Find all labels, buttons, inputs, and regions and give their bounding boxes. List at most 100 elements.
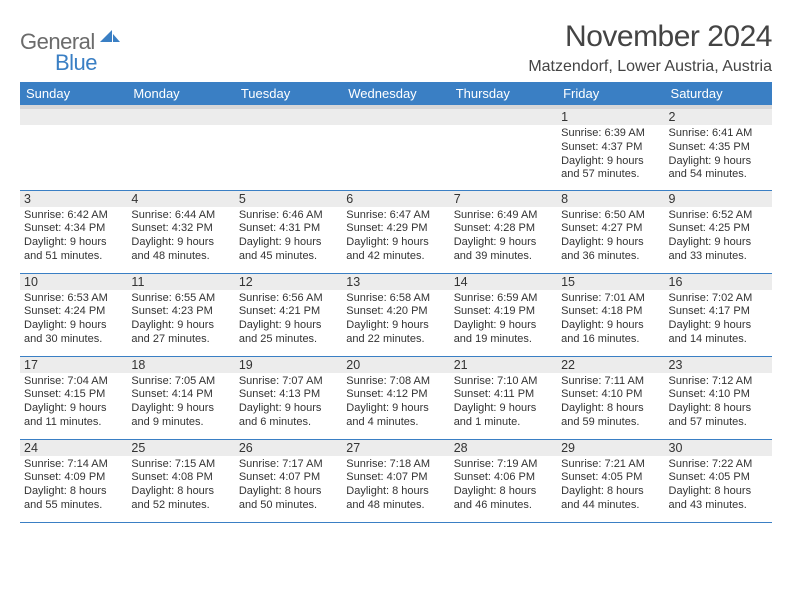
daylight-text: Daylight: 9 hours and 19 minutes. <box>454 319 553 347</box>
sunset-text: Sunset: 4:05 PM <box>561 471 660 485</box>
day-info: Sunrise: 7:05 AMSunset: 4:14 PMDaylight:… <box>131 375 230 430</box>
calendar-day-cell: 29Sunrise: 7:21 AMSunset: 4:05 PMDayligh… <box>557 439 664 522</box>
daylight-text: Daylight: 9 hours and 36 minutes. <box>561 236 660 264</box>
day-info: Sunrise: 7:11 AMSunset: 4:10 PMDaylight:… <box>561 375 660 430</box>
sunset-text: Sunset: 4:31 PM <box>239 222 338 236</box>
day-number: 17 <box>20 357 127 373</box>
daylight-text: Daylight: 9 hours and 11 minutes. <box>24 402 123 430</box>
calendar-day-cell: 18 Sunrise: 7:05 AMSunset: 4:14 PMDayligh… <box>127 356 234 439</box>
sunset-text: Sunset: 4:09 PM <box>24 471 123 485</box>
daylight-text: Daylight: 9 hours and 45 minutes. <box>239 236 338 264</box>
day-number: 24 <box>20 440 127 456</box>
day-info: Sunrise: 7:08 AMSunset: 4:12 PMDaylight:… <box>346 375 445 430</box>
daylight-text: Daylight: 9 hours and 51 minutes. <box>24 236 123 264</box>
day-number: 16 <box>665 274 772 290</box>
location: Matzendorf, Lower Austria, Austria <box>528 58 772 76</box>
daylight-text: Daylight: 9 hours and 57 minutes. <box>561 155 660 183</box>
calendar-day-cell: 30 Sunrise: 7:22 AMSunset: 4:05 PMDayligh… <box>665 439 772 522</box>
calendar-day-cell <box>342 107 449 190</box>
calendar-day-cell: 23Sunrise: 7:12 AMSunset: 4:10 PMDayligh… <box>665 356 772 439</box>
sunrise-text: Sunrise: 6:50 AM <box>561 209 660 223</box>
weekday-header: Sunday <box>20 82 127 107</box>
day-info: Sunrise: 7:18 AMSunset: 4:07 PMDaylight:… <box>346 458 445 513</box>
sunset-text: Sunset: 4:18 PM <box>561 305 660 319</box>
calendar-day-cell: 1Sunrise: 6:39 AMSunset: 4:37 PMDaylight… <box>557 107 664 190</box>
day-number-empty <box>20 109 127 125</box>
daylight-text: Daylight: 9 hours and 6 minutes. <box>239 402 338 430</box>
sunset-text: Sunset: 4:05 PM <box>669 471 768 485</box>
daylight-text: Daylight: 9 hours and 54 minutes. <box>669 155 768 183</box>
day-number: 19 <box>235 357 342 373</box>
calendar-day-cell <box>235 107 342 190</box>
day-info: Sunrise: 6:53 AMSunset: 4:24 PMDaylight:… <box>24 292 123 347</box>
day-info: Sunrise: 7:19 AMSunset: 4:06 PMDaylight:… <box>454 458 553 513</box>
day-number: 26 <box>235 440 342 456</box>
day-number: 8 <box>557 191 664 207</box>
calendar-week-row: 24 Sunrise: 7:14 AMSunset: 4:09 PM Dayligh… <box>20 439 772 522</box>
day-info: Sunrise: 7:15 AMSunset: 4:08 PMDaylight:… <box>131 458 230 513</box>
sunset-text: Sunset: 4:15 PM <box>24 388 123 402</box>
calendar-day-cell: 13Sunrise: 6:58 AMSunset: 4:20 PMDayligh… <box>342 273 449 356</box>
day-info: Sunrise: 7:02 AMSunset: 4:17 PMDaylight:… <box>669 292 768 347</box>
calendar-day-cell: 3Sunrise: 6:42 AMSunset: 4:34 PMDaylight… <box>20 190 127 273</box>
day-number: 10 <box>20 274 127 290</box>
calendar-day-cell: 2 Sunrise: 6:41 AMSunset: 4:35 PMDaylight… <box>665 107 772 190</box>
calendar-day-cell: 11Sunrise: 6:55 AMSunset: 4:23 PMDayligh… <box>127 273 234 356</box>
day-number: 30 <box>665 440 772 456</box>
daylight-text: Daylight: 9 hours and 22 minutes. <box>346 319 445 347</box>
daylight-text: Daylight: 9 hours and 48 minutes. <box>131 236 230 264</box>
logo-text-blue: Blue <box>55 50 97 76</box>
sunset-text: Sunset: 4:20 PM <box>346 305 445 319</box>
day-number: 18 <box>127 357 234 373</box>
daylight-text: Daylight: 9 hours and 4 minutes. <box>346 402 445 430</box>
day-number-empty <box>342 109 449 125</box>
sunset-text: Sunset: 4:10 PM <box>561 388 660 402</box>
sunrise-text: Sunrise: 7:10 AM <box>454 375 553 389</box>
calendar-day-cell: 8Sunrise: 6:50 AMSunset: 4:27 PMDaylight… <box>557 190 664 273</box>
sunrise-text: Sunrise: 7:14 AM <box>24 458 123 472</box>
sunrise-text: Sunrise: 6:52 AM <box>669 209 768 223</box>
day-info: Sunrise: 6:52 AMSunset: 4:25 PMDaylight:… <box>669 209 768 264</box>
daylight-text: Daylight: 9 hours and 42 minutes. <box>346 236 445 264</box>
day-number: 14 <box>450 274 557 290</box>
day-number: 4 <box>127 191 234 207</box>
day-info: Sunrise: 6:56 AMSunset: 4:21 PMDaylight:… <box>239 292 338 347</box>
sunrise-text: Sunrise: 7:22 AM <box>669 458 768 472</box>
sunrise-text: Sunrise: 7:11 AM <box>561 375 660 389</box>
sunset-text: Sunset: 4:34 PM <box>24 222 123 236</box>
day-number: 7 <box>450 191 557 207</box>
sunrise-text: Sunrise: 6:47 AM <box>346 209 445 223</box>
day-info: Sunrise: 7:07 AMSunset: 4:13 PMDaylight:… <box>239 375 338 430</box>
sunset-text: Sunset: 4:28 PM <box>454 222 553 236</box>
day-info: Sunrise: 6:42 AMSunset: 4:34 PMDaylight:… <box>24 209 123 264</box>
calendar-day-cell: 19 Sunrise: 7:07 AMSunset: 4:13 PMDayligh… <box>235 356 342 439</box>
logo-sail-icon <box>98 28 120 55</box>
daylight-text: Daylight: 9 hours and 1 minute. <box>454 402 553 430</box>
day-info: Sunrise: 6:39 AMSunset: 4:37 PMDaylight:… <box>561 127 660 182</box>
calendar-day-cell: 7Sunrise: 6:49 AMSunset: 4:28 PMDaylight… <box>450 190 557 273</box>
calendar-day-cell <box>450 107 557 190</box>
sunset-text: Sunset: 4:17 PM <box>669 305 768 319</box>
daylight-text: Daylight: 8 hours and 59 minutes. <box>561 402 660 430</box>
day-info: Sunrise: 6:44 AMSunset: 4:32 PMDaylight:… <box>131 209 230 264</box>
daylight-text: Daylight: 8 hours and 48 minutes. <box>346 485 445 513</box>
day-number: 27 <box>342 440 449 456</box>
sunrise-text: Sunrise: 6:42 AM <box>24 209 123 223</box>
weekday-header: Monday <box>127 82 234 107</box>
calendar-day-cell: 24Sunrise: 7:14 AMSunset: 4:09 PMDayligh… <box>20 439 127 522</box>
calendar-day-cell: 15Sunrise: 7:01 AMSunset: 4:18 PMDayligh… <box>557 273 664 356</box>
sunrise-text: Sunrise: 7:01 AM <box>561 292 660 306</box>
sunrise-text: Sunrise: 7:21 AM <box>561 458 660 472</box>
day-info: Sunrise: 6:41 AMSunset: 4:35 PMDaylight:… <box>669 127 768 182</box>
day-number: 21 <box>450 357 557 373</box>
daylight-text: Daylight: 8 hours and 46 minutes. <box>454 485 553 513</box>
calendar-day-cell <box>127 107 234 190</box>
day-info: Sunrise: 7:12 AMSunset: 4:10 PMDaylight:… <box>669 375 768 430</box>
daylight-text: Daylight: 8 hours and 43 minutes. <box>669 485 768 513</box>
sunset-text: Sunset: 4:35 PM <box>669 141 768 155</box>
daylight-text: Daylight: 9 hours and 9 minutes. <box>131 402 230 430</box>
day-number: 2 <box>665 109 772 125</box>
calendar-day-cell: 5Sunrise: 6:46 AMSunset: 4:31 PMDaylight… <box>235 190 342 273</box>
sunset-text: Sunset: 4:07 PM <box>346 471 445 485</box>
sunset-text: Sunset: 4:23 PM <box>131 305 230 319</box>
